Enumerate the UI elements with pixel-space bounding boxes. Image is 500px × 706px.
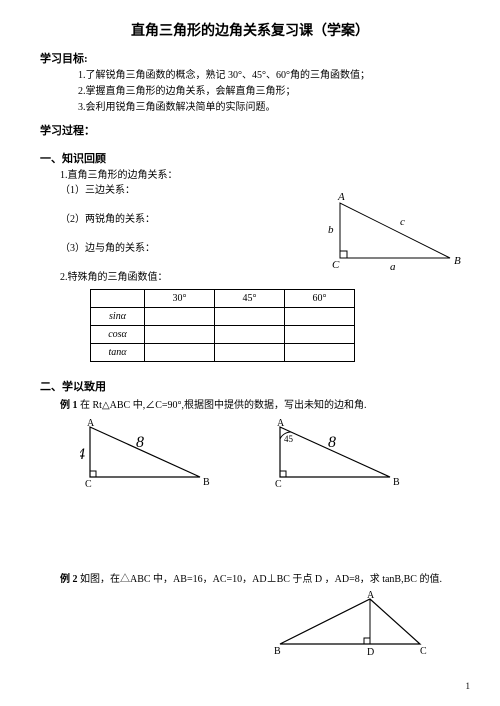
row-tan: tanα xyxy=(91,344,145,362)
row-sin: sinα xyxy=(91,308,145,326)
lblD: D xyxy=(367,647,374,658)
objectives-list: 1.了解锐角三角函数的概念，熟记 30°、45°、60°角的三角函数值； 2.掌… xyxy=(40,68,460,116)
side8b: 8 xyxy=(328,434,336,451)
label-C: C xyxy=(332,259,340,271)
lblA: A xyxy=(367,590,375,601)
lblB: B xyxy=(203,477,210,488)
lblA: A xyxy=(277,418,285,429)
cell xyxy=(285,308,355,326)
table-h3: 60° xyxy=(285,290,355,308)
example1-figures: A B C 8 4 A B C 45 8 xyxy=(80,417,460,492)
process-head: 学习过程： xyxy=(40,122,460,138)
side4: 4 xyxy=(80,446,85,463)
section1-head: 一、知识回顾 xyxy=(40,150,460,166)
section2-head: 二、学以致用 xyxy=(40,378,460,394)
cell xyxy=(145,326,215,344)
ang45: 45 xyxy=(284,434,294,444)
ex2-text: 如图，在△ABC 中，AB=16，AC=10，AD⊥BC 于点 D ，AD=8，… xyxy=(78,574,442,585)
lblB: B xyxy=(274,646,281,657)
objective-1: 1.了解锐角三角函数的概念，熟记 30°、45°、60°角的三角函数值； xyxy=(78,68,460,84)
cell xyxy=(215,326,285,344)
s1-1: 1.直角三角形的边角关系： xyxy=(60,168,460,183)
page-number: 1 xyxy=(466,681,471,691)
triangle-figure-1: A B C a b c xyxy=(320,188,470,278)
objective-3: 3.会利用锐角三角函数解决简单的实际问题。 xyxy=(78,100,460,116)
cell xyxy=(215,308,285,326)
label-b: b xyxy=(328,224,334,236)
objective-2: 2.掌握直角三角形的边角关系，会解直角三角形； xyxy=(78,84,460,100)
cell xyxy=(215,344,285,362)
label-A: A xyxy=(337,191,345,203)
table-h2: 45° xyxy=(215,290,285,308)
label-a: a xyxy=(390,261,396,273)
ex1-text: 在 Rt△ABC 中,∠C=90°,根据图中提供的数据，写出未知的边和角. xyxy=(78,400,367,411)
cell xyxy=(285,326,355,344)
ex1-label: 例 1 xyxy=(60,400,78,411)
table-blank xyxy=(91,290,145,308)
table-h1: 30° xyxy=(145,290,215,308)
objectives-head: 学习目标: xyxy=(40,50,460,66)
example-1: 例 1 在 Rt△ABC 中,∠C=90°,根据图中提供的数据，写出未知的边和角… xyxy=(40,398,460,413)
subsection-1: 1.直角三角形的边角关系： （1）三边关系： （2）两锐角的关系： （3）边与角… xyxy=(40,168,460,285)
page-title: 直角三角形的边角关系复习课（学案） xyxy=(40,20,460,40)
ex1-triangle-left: A B C 8 4 xyxy=(80,417,210,492)
cell xyxy=(145,344,215,362)
label-B: B xyxy=(454,255,461,267)
lblB: B xyxy=(393,477,400,488)
example-2: 例 2 如图，在△ABC 中，AB=16，AC=10，AD⊥BC 于点 D ，A… xyxy=(40,572,460,587)
lblC: C xyxy=(275,479,282,490)
cell xyxy=(145,308,215,326)
lblC: C xyxy=(85,479,92,490)
cell xyxy=(285,344,355,362)
trig-table: 30° 45° 60° sinα cosα tanα xyxy=(90,289,355,362)
side8: 8 xyxy=(136,434,144,451)
ex1-triangle-right: A B C 45 8 xyxy=(270,417,400,492)
lblC: C xyxy=(420,646,427,657)
ex2-triangle: A B C D xyxy=(270,589,430,659)
label-c: c xyxy=(400,216,405,228)
ex2-label: 例 2 xyxy=(60,574,78,585)
row-cos: cosα xyxy=(91,326,145,344)
lblA: A xyxy=(87,418,95,429)
